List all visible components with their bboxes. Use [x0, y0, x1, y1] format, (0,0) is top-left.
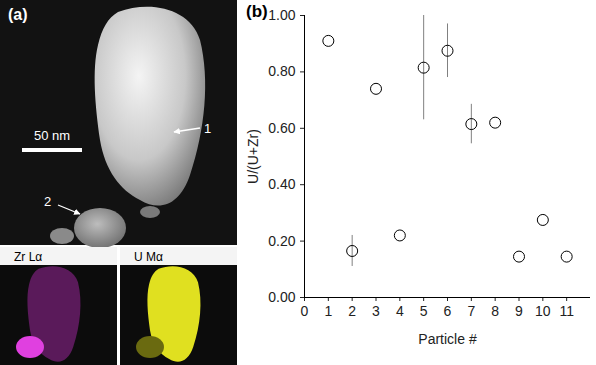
svg-text:5: 5: [420, 303, 428, 319]
svg-text:Zr Lα: Zr Lα: [14, 250, 42, 264]
svg-text:11: 11: [559, 303, 574, 319]
svg-text:0.40: 0.40: [268, 176, 295, 192]
svg-text:9: 9: [515, 303, 523, 319]
svg-text:0.20: 0.20: [268, 233, 295, 249]
svg-text:0.80: 0.80: [268, 63, 295, 79]
svg-text:1: 1: [204, 121, 211, 136]
html-text:(b): (b): [246, 2, 268, 21]
svg-text:0.00: 0.00: [268, 289, 295, 305]
svg-text:8: 8: [491, 303, 499, 319]
svg-text:Particle #: Particle #: [418, 331, 477, 347]
svg-text:U/(U+Zr): U/(U+Zr): [245, 129, 261, 184]
svg-text:(a): (a): [8, 6, 28, 23]
svg-text:1: 1: [324, 303, 332, 319]
svg-text:1.00: 1.00: [268, 7, 295, 23]
svg-text:7: 7: [467, 303, 475, 319]
svg-text:10: 10: [535, 303, 551, 319]
svg-text:0: 0: [301, 303, 309, 319]
svg-text:2: 2: [44, 194, 51, 209]
svg-text:0.60: 0.60: [268, 120, 295, 136]
svg-text:U Mα: U Mα: [134, 250, 163, 264]
svg-text:6: 6: [444, 303, 452, 319]
svg-text:50 nm: 50 nm: [34, 128, 70, 143]
svg-text:2: 2: [348, 303, 356, 319]
svg-text:4: 4: [396, 303, 404, 319]
svg-text:3: 3: [372, 303, 380, 319]
